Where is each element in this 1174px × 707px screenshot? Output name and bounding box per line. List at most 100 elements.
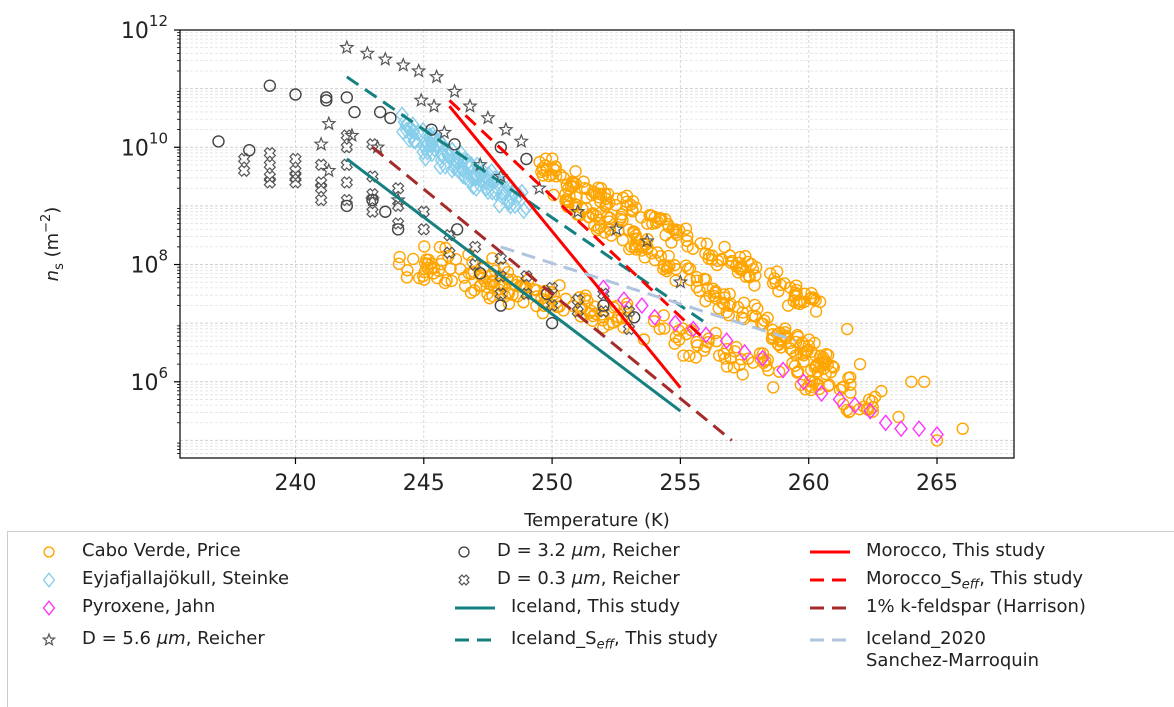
legend-swatch (455, 606, 495, 610)
data-point (314, 158, 328, 172)
legend-swatch (42, 600, 56, 616)
data-point (610, 192, 623, 205)
data-point (702, 336, 715, 349)
data-point (808, 361, 822, 374)
data-point (609, 300, 623, 313)
data-point (657, 309, 670, 322)
data-point (723, 249, 737, 262)
data-point (719, 332, 734, 350)
data-point (549, 164, 562, 177)
data-point (679, 222, 693, 235)
data-point (421, 257, 434, 271)
data-point (616, 191, 630, 204)
series-diamond (596, 279, 944, 444)
data-point (549, 170, 563, 183)
legend-swatch (810, 606, 850, 610)
legend-label: D = 5.6 μm, Reicher (82, 628, 265, 649)
data-point (399, 117, 414, 135)
data-point (320, 94, 333, 107)
data-point (570, 203, 586, 219)
data-point (366, 170, 379, 183)
legend-label: Morocco_Seff, This study (866, 568, 1084, 593)
data-point (641, 241, 654, 254)
legend-item: Eyjafjallajökull, Steinke (38, 568, 289, 590)
data-point (468, 284, 481, 297)
legend-label: Iceland, This study (511, 596, 681, 617)
series-cross (237, 129, 636, 336)
data-point (723, 299, 736, 312)
data-point (658, 322, 671, 335)
data-point (790, 287, 803, 301)
data-point (289, 152, 302, 166)
data-point (571, 293, 585, 306)
data-point (569, 165, 582, 178)
legend-swatch (810, 550, 850, 554)
legend-item: Morocco_Seff, This study (808, 568, 1083, 597)
data-point (689, 351, 703, 364)
data-point (546, 152, 559, 165)
data-point (699, 326, 713, 344)
data-point (786, 356, 799, 370)
data-point (480, 280, 494, 294)
series-line (345, 75, 707, 325)
legend-item: Morocco, This study (808, 540, 1045, 562)
data-point (516, 202, 531, 220)
data-point (681, 229, 694, 243)
data-point (407, 132, 421, 150)
legend-label: Iceland_2020 Sanchez-Marroquin (866, 628, 1040, 671)
legend-label: Cabo Verde, Price (82, 540, 241, 561)
legend: Cabo Verde, Price Eyjafjallajökull, Stein… (7, 531, 1174, 707)
data-point (547, 188, 560, 202)
data-point (494, 252, 508, 265)
data-point (814, 384, 829, 403)
data-point (749, 269, 762, 282)
data-point (628, 311, 641, 324)
legend-label: Pyroxene, Jahn (82, 596, 216, 617)
data-point (668, 314, 683, 332)
data-point (716, 253, 729, 267)
data-point (811, 365, 825, 378)
data-point (237, 164, 251, 178)
data-point (804, 383, 818, 397)
data-point (647, 308, 662, 326)
data-point (892, 410, 905, 424)
data-point (746, 263, 760, 276)
data-point (445, 274, 458, 288)
data-point (722, 309, 735, 322)
data-point (799, 383, 812, 396)
data-point (428, 68, 445, 84)
data-point (340, 193, 354, 207)
data-point (440, 145, 455, 163)
data-point (393, 250, 406, 264)
data-point (511, 290, 524, 303)
data-point (720, 360, 734, 373)
data-point (709, 285, 722, 298)
data-point (392, 257, 406, 271)
series-star (313, 39, 689, 289)
data-point (366, 205, 379, 219)
legend-item: D = 0.3 μm, Reicher (453, 568, 680, 590)
data-point (41, 632, 57, 647)
data-point (726, 255, 739, 268)
data-point (842, 371, 855, 385)
data-point (455, 159, 470, 177)
data-point (617, 321, 630, 334)
data-point (610, 313, 624, 327)
data-point (480, 109, 496, 125)
x-axis-label: Temperature (K) (523, 510, 670, 531)
data-point (709, 292, 723, 305)
data-point (737, 343, 752, 362)
data-point (494, 287, 508, 301)
data-point (690, 335, 703, 349)
data-point (481, 183, 495, 201)
data-point (603, 196, 616, 209)
data-point (570, 198, 583, 212)
data-point (790, 283, 803, 297)
legend-item: Cabo Verde, Price (38, 540, 241, 562)
data-point (401, 264, 414, 277)
data-point (504, 188, 519, 207)
data-point (444, 262, 457, 275)
data-point (462, 98, 478, 113)
data-point (562, 195, 575, 209)
data-point (668, 259, 681, 272)
